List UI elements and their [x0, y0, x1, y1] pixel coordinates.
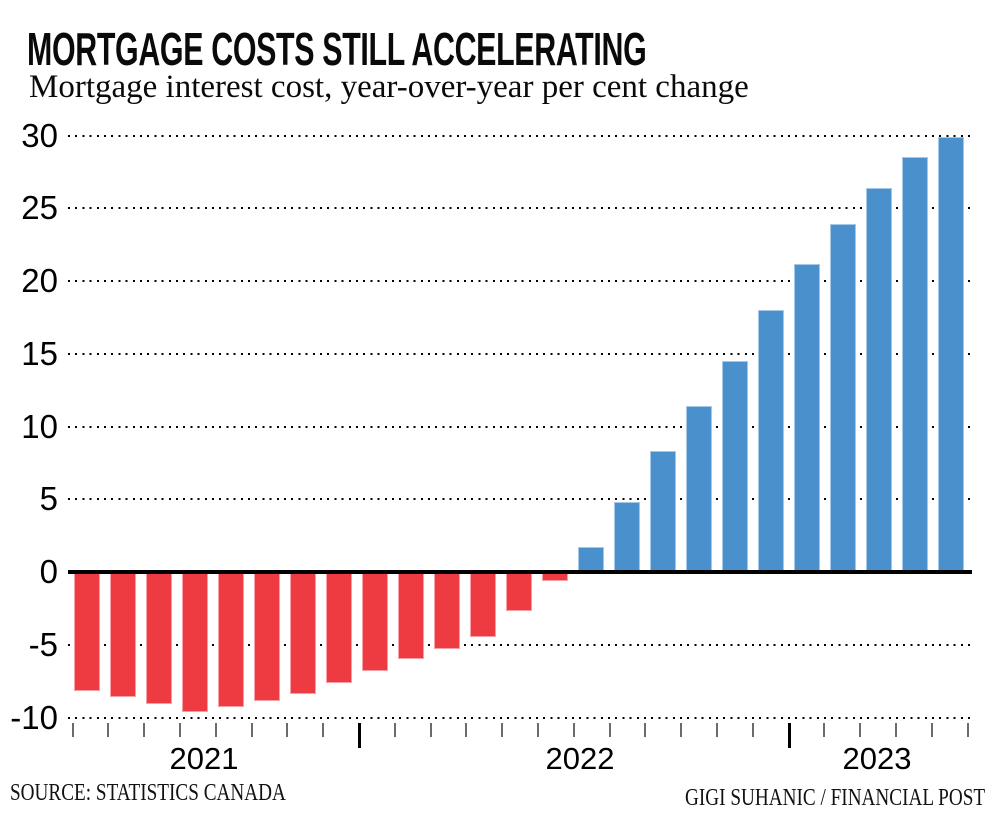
y-axis-label: 5 — [39, 480, 58, 518]
x-axis-month-tick — [859, 723, 862, 737]
x-axis-month-tick — [143, 723, 146, 737]
x-axis-month-tick — [823, 723, 826, 737]
x-axis-month-tick — [715, 723, 718, 737]
credit-note: GIGI SUHANIC / FINANCIAL POST — [684, 785, 985, 811]
x-axis-month-tick — [465, 723, 468, 737]
bar — [361, 572, 388, 671]
bar — [289, 572, 316, 695]
x-axis-month-tick — [680, 723, 683, 737]
x-axis-month-tick — [930, 723, 933, 737]
x-axis-year-label: 2021 — [169, 741, 239, 776]
y-axis-label: 0 — [39, 553, 58, 590]
bar — [397, 572, 424, 660]
bar — [901, 157, 928, 572]
x-axis-month-tick — [429, 723, 432, 737]
gridline-30 — [68, 134, 972, 137]
x-axis-month-tick — [966, 723, 969, 737]
gridline-5 — [68, 498, 972, 501]
bar — [685, 406, 712, 572]
bar — [109, 572, 136, 698]
y-axis-label: 15 — [21, 334, 58, 372]
x-axis-month-tick — [501, 723, 504, 737]
y-axis-label: -10 — [10, 698, 58, 736]
y-axis-label: -5 — [28, 625, 58, 663]
x-axis-year-tick — [787, 723, 791, 748]
x-axis-month-tick — [608, 723, 611, 737]
x-axis-month-tick — [178, 723, 181, 737]
x-axis-month-tick — [107, 723, 110, 737]
gridline-20 — [68, 280, 972, 282]
y-axis-label: 10 — [21, 407, 58, 445]
bar — [649, 451, 676, 572]
source-note: SOURCE: STATISTICS CANADA — [10, 780, 286, 806]
bar — [757, 310, 784, 572]
x-axis-month-tick — [644, 723, 647, 737]
zero-axis-line — [68, 570, 972, 574]
bar — [721, 361, 748, 572]
bar — [217, 572, 244, 708]
x-axis-month-tick — [322, 723, 325, 737]
gridline-10 — [68, 425, 972, 428]
gridline--5 — [68, 643, 972, 646]
x-axis-year-label: 2022 — [545, 741, 615, 776]
gridline-15 — [68, 352, 972, 355]
x-axis-month-tick — [572, 723, 575, 737]
bar — [613, 502, 640, 572]
bar — [253, 572, 280, 702]
x-axis-month-tick — [751, 723, 754, 737]
x-axis-month-tick — [393, 723, 396, 737]
y-axis-label: 20 — [21, 262, 58, 299]
x-axis-month-tick — [286, 723, 289, 737]
bar — [865, 187, 892, 572]
x-axis-month-tick — [894, 723, 897, 737]
bar — [505, 572, 532, 612]
bar — [181, 572, 208, 712]
bar — [541, 572, 568, 581]
x-axis-month-tick — [250, 723, 253, 737]
y-axis-label: 25 — [21, 189, 58, 227]
x-axis-year-label: 2023 — [842, 741, 912, 776]
gridline-25 — [68, 207, 972, 210]
bar — [577, 547, 604, 572]
bar — [937, 136, 964, 572]
bar — [793, 263, 820, 572]
bar — [469, 572, 496, 638]
x-axis-year-tick — [357, 723, 361, 748]
bar — [829, 224, 856, 572]
chart-subtitle: Mortgage interest cost, year-over-year p… — [29, 69, 749, 105]
chart-title: MORTGAGE COSTS STILL ACCELERATING — [27, 23, 647, 75]
x-axis-month-tick — [536, 723, 539, 737]
bar — [145, 572, 172, 705]
x-axis-month-tick — [71, 723, 74, 737]
bar — [325, 572, 352, 683]
bar — [433, 572, 460, 650]
x-axis-month-tick — [214, 723, 217, 737]
gridline--10 — [68, 716, 972, 719]
bar — [73, 572, 100, 692]
y-axis-label: 30 — [21, 116, 58, 154]
